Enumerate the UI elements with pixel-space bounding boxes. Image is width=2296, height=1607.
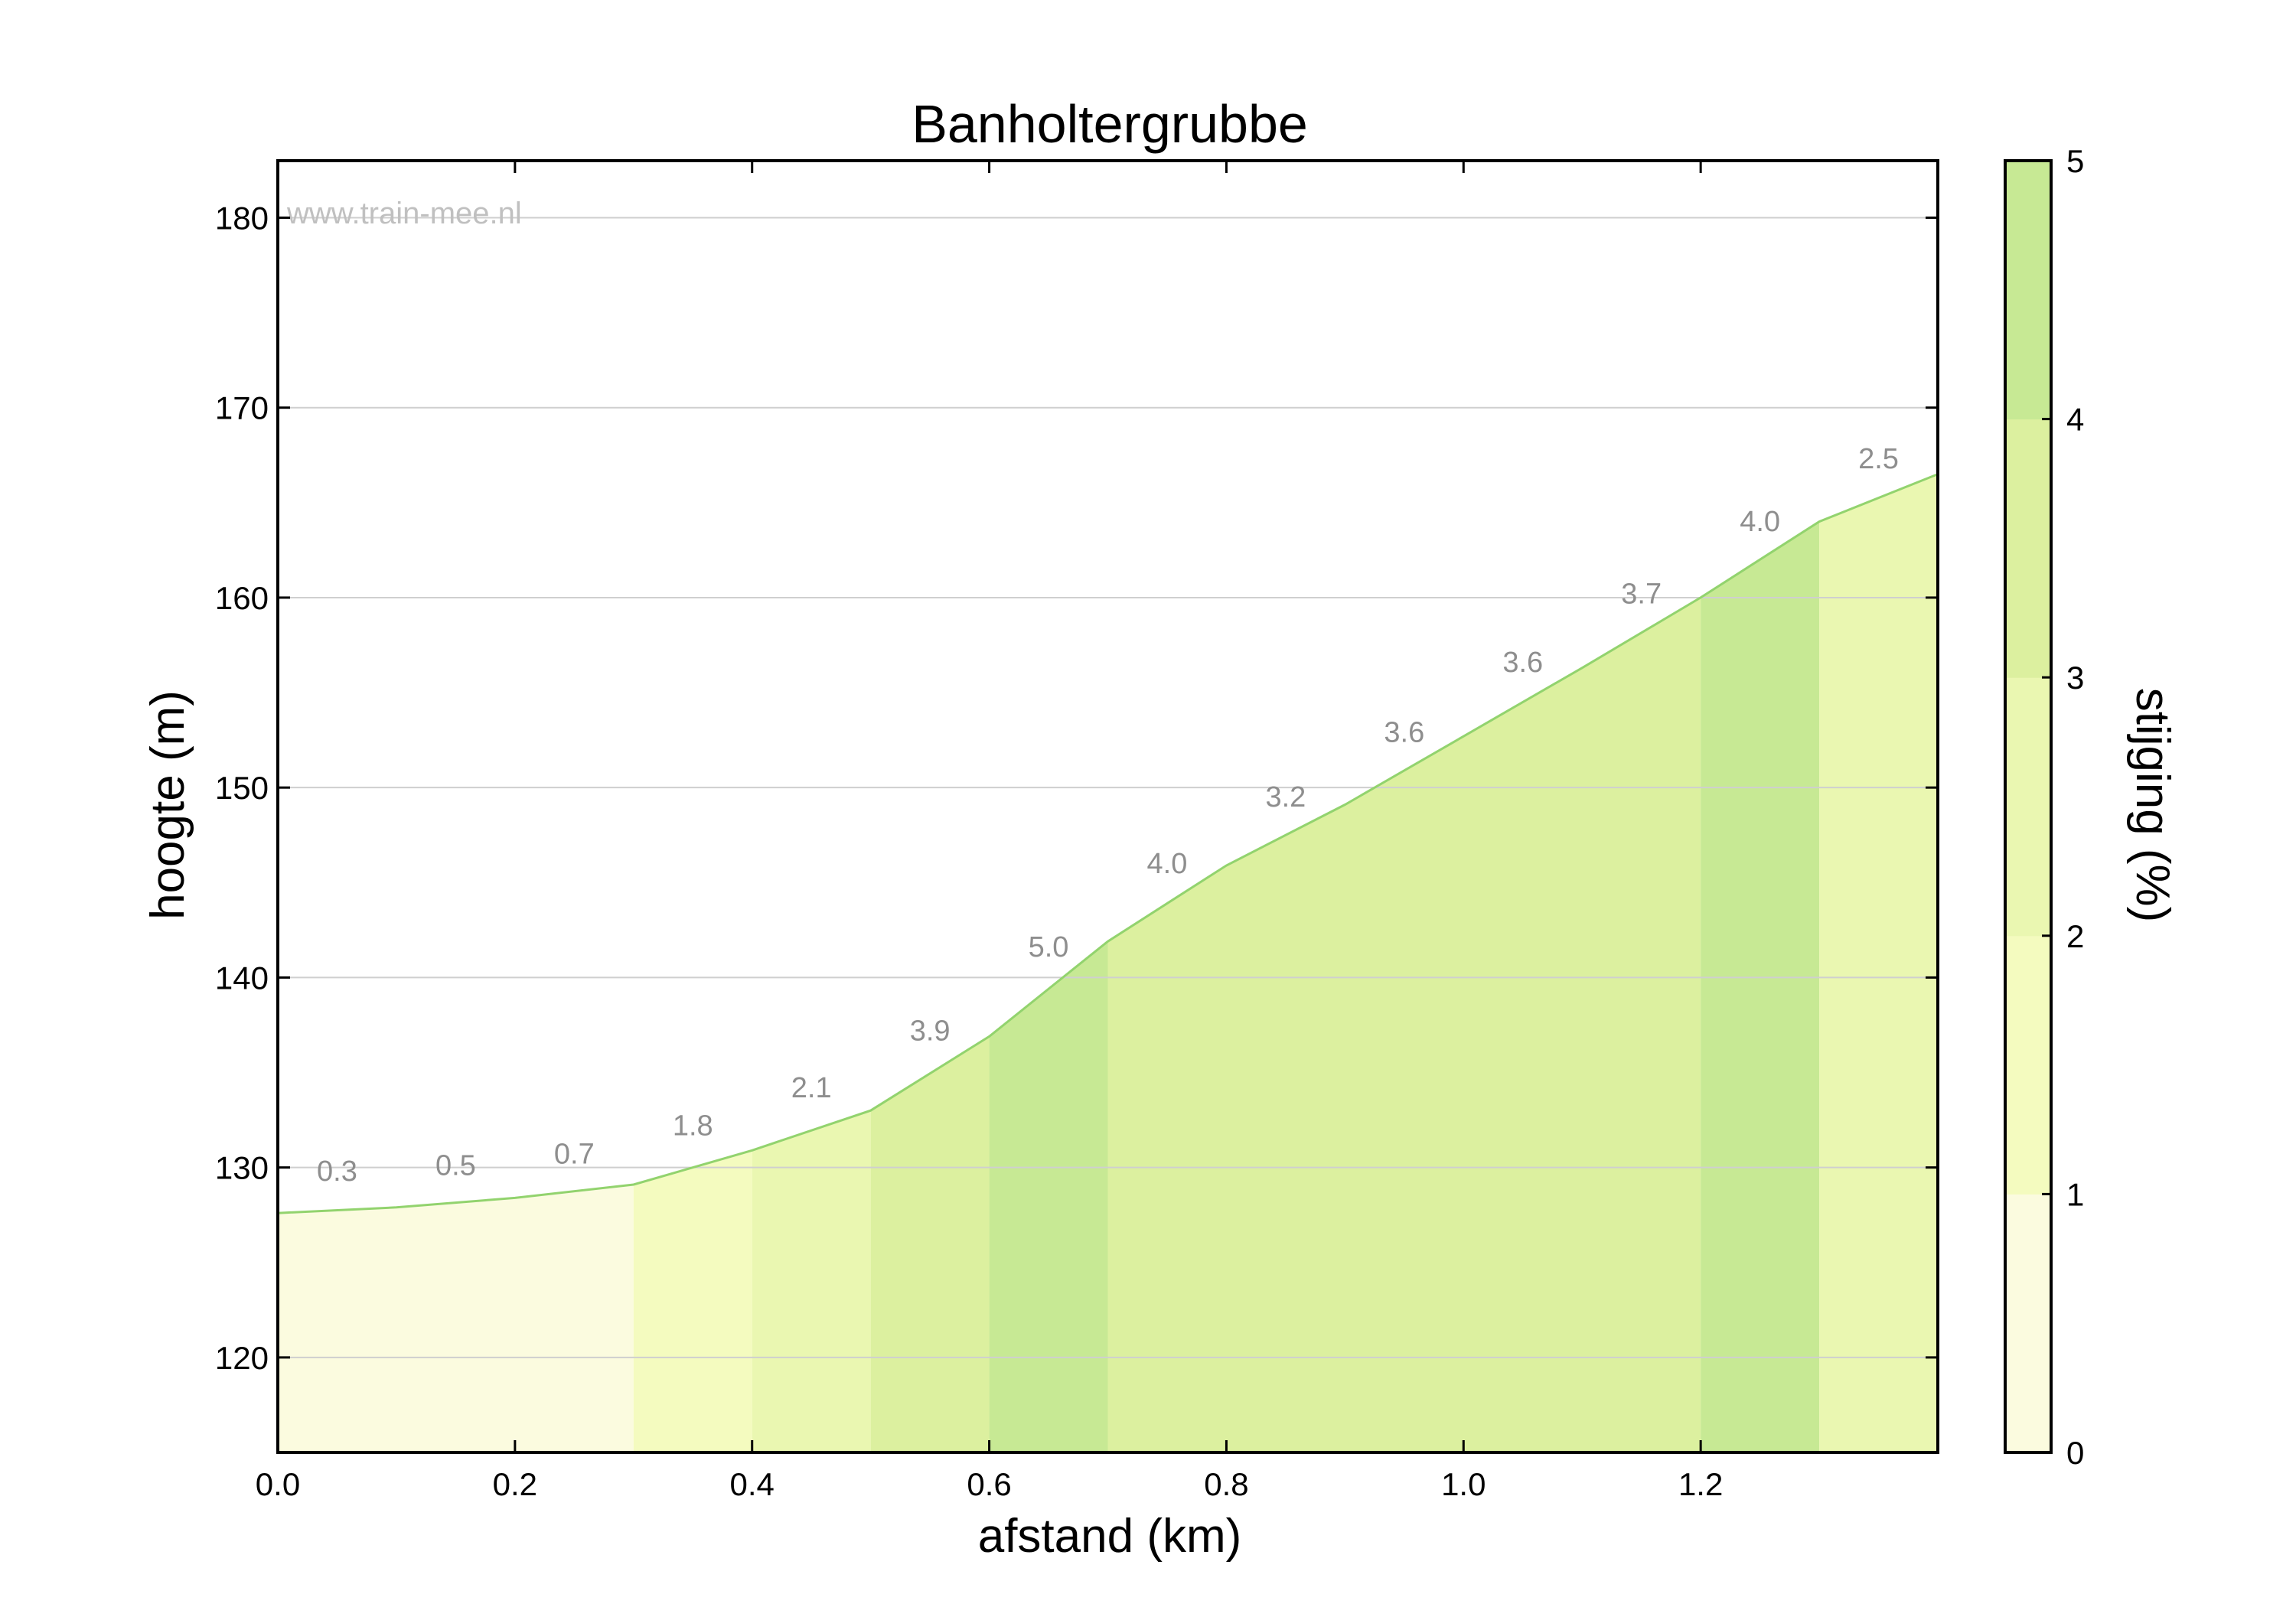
- x-axis-title: afstand (km): [978, 1510, 1242, 1563]
- profile-line: [277, 473, 1939, 1214]
- colorbar-tick-label: 2: [2066, 918, 2084, 954]
- y-tick-label: 180: [215, 200, 269, 236]
- y-tick-label: 150: [215, 770, 269, 806]
- colorbar-band: [2005, 161, 2051, 420]
- sky-mask: [278, 161, 1938, 1214]
- profile-line-group: [277, 473, 1939, 1214]
- y-tick-label: 120: [215, 1340, 269, 1376]
- colorbar-band: [2005, 935, 2051, 1195]
- y-tick-label: 130: [215, 1150, 269, 1186]
- colorbar-tick-label: 4: [2066, 402, 2084, 438]
- y-axis-title: hoogte (m): [142, 690, 194, 920]
- colorbar-border: [2004, 159, 2053, 1454]
- x-tick-label: 0.8: [1204, 1466, 1248, 1502]
- grid-lines: [278, 217, 1938, 1358]
- x-tick-label: 0.2: [493, 1466, 537, 1502]
- sky-area: [278, 161, 1938, 1214]
- colorbar-tick-label: 5: [2066, 143, 2084, 179]
- slope-label: 3.6: [1384, 717, 1424, 749]
- slope-label: 2.1: [791, 1072, 832, 1104]
- y-axis: 120 130 140 150 160 170 180: [215, 200, 1938, 1376]
- y-tick-label: 140: [215, 960, 269, 996]
- colorbar-tick-label: 0: [2066, 1435, 2084, 1471]
- slope-label: 5.0: [1029, 931, 1069, 963]
- slope-label: 0.3: [317, 1156, 357, 1188]
- colorbar-tick-label: 1: [2066, 1176, 2084, 1212]
- slope-label: 3.6: [1502, 647, 1543, 679]
- colorbar-band: [2005, 419, 2051, 678]
- slope-label: 1.8: [673, 1110, 713, 1142]
- x-tick-label: 0.0: [256, 1466, 300, 1502]
- slope-labels: 0.3 0.5 0.7 1.8 2.1 3.9 5.0 4.0 3.2 3.6 3.6 3.7 4.0 2…: [317, 443, 1899, 1188]
- slope-label: 4.0: [1147, 848, 1188, 880]
- slope-label: 0.7: [554, 1139, 595, 1171]
- x-axis: 0.0 0.2 0.4 0.6 0.8 1.0 1.2: [256, 161, 1723, 1502]
- x-tick-label: 0.6: [967, 1466, 1011, 1502]
- colorbar-title: stijging (%): [2126, 688, 2179, 923]
- colorbar-band: [2005, 1194, 2051, 1453]
- colorbar-band: [2005, 677, 2051, 937]
- slope-label: 3.7: [1621, 578, 1662, 610]
- x-tick-label: 1.2: [1678, 1466, 1723, 1502]
- chart-title: Banholtergrubbe: [912, 94, 1308, 154]
- slope-label: 0.5: [435, 1150, 476, 1182]
- colorbar: 0 1 2 3 4 5: [2004, 143, 2084, 1471]
- plot-border: [276, 159, 1939, 1454]
- x-tick-label: 0.4: [730, 1466, 775, 1502]
- colorbar-tick-label: 3: [2066, 660, 2084, 696]
- slope-label: 2.5: [1858, 443, 1899, 475]
- slope-label: 4.0: [1740, 506, 1780, 538]
- y-tick-label: 160: [215, 580, 269, 616]
- y-tick-label: 170: [215, 390, 269, 426]
- slope-label: 3.9: [910, 1015, 951, 1047]
- x-tick-label: 1.0: [1441, 1466, 1486, 1502]
- watermark: www.train-mee.nl: [286, 197, 522, 230]
- slope-label: 3.2: [1265, 781, 1306, 813]
- plot-frame: [276, 159, 1939, 1454]
